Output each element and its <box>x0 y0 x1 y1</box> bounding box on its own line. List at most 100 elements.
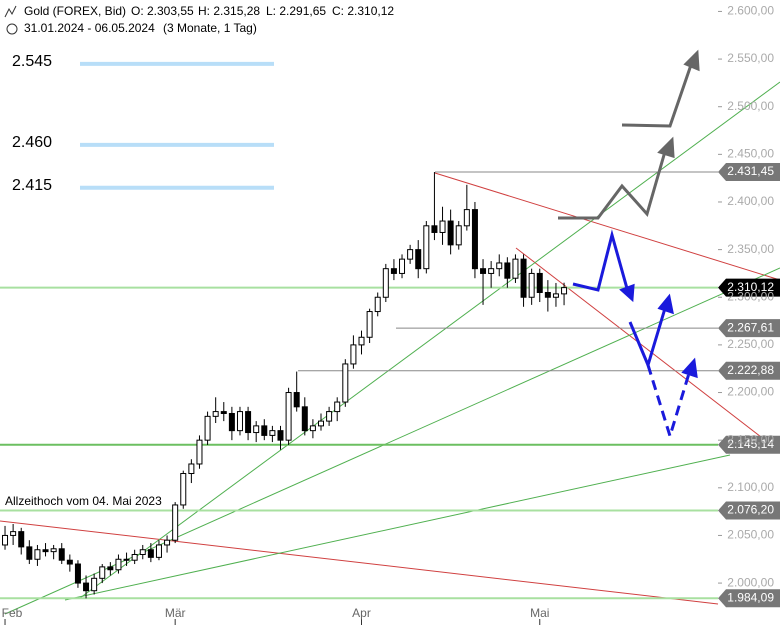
candle-body <box>423 225 430 270</box>
candle-body <box>301 406 308 432</box>
candle-body <box>139 549 146 555</box>
y-tick-label: 2.200,00 <box>727 385 774 399</box>
candle-body <box>18 531 25 548</box>
candle-body <box>390 268 397 274</box>
level-label: 2.267,61 <box>727 320 774 334</box>
candle-body <box>439 220 446 233</box>
candle-body <box>196 439 203 465</box>
x-tick-label: Mär <box>165 606 186 620</box>
level-tag <box>718 278 780 297</box>
level-tag <box>718 361 780 380</box>
candle-body <box>334 401 341 413</box>
y-tick-label: 2.150,00 <box>727 432 774 446</box>
candle-body <box>253 425 260 434</box>
candles <box>2 172 568 599</box>
candle-body <box>504 262 511 279</box>
candle-body <box>293 392 300 408</box>
candle-body <box>50 548 57 553</box>
arrowhead <box>657 136 675 159</box>
y-tick-label: 2.400,00 <box>727 194 774 208</box>
close: C: 2.310,12 <box>332 4 394 18</box>
arrow <box>558 147 668 220</box>
level-label: 1.984,09 <box>727 590 774 604</box>
candle-body <box>26 546 33 560</box>
candle-body <box>415 249 422 270</box>
y-tick-label: 2.550,00 <box>727 51 774 65</box>
y-tick-label: 2.450,00 <box>727 147 774 161</box>
arrowhead <box>683 49 700 72</box>
candle-body <box>107 566 114 571</box>
candle-body <box>74 563 81 584</box>
y-tick-label: 2.250,00 <box>727 337 774 351</box>
candle-body <box>407 249 414 260</box>
candle-body <box>309 425 316 432</box>
y-tick-label: 2.050,00 <box>727 528 774 542</box>
level-label: 2.222,88 <box>727 363 774 377</box>
candle-body <box>155 544 162 558</box>
axis: 2.000,00 2.050,00 2.100,00 2.150,00 2.200,00… <box>2 4 774 625</box>
levels: 2.431,45 2.310,12 2.267,61 2.222,88 2.145,14… <box>0 53 780 608</box>
arrowhead <box>619 283 635 303</box>
candle-body <box>528 272 535 298</box>
candle-body <box>147 549 154 558</box>
candle-body <box>228 412 235 432</box>
trend-line <box>64 454 731 601</box>
candle-body <box>374 296 381 313</box>
annotation: Allzeithoch vom 04. Mai 2023 <box>5 494 162 508</box>
candle-body <box>131 553 138 561</box>
candle-body <box>447 220 454 246</box>
candle-body <box>10 531 17 536</box>
level-tag <box>718 163 780 182</box>
x-tick-label: Mai <box>530 606 549 620</box>
instrument: Gold (FOREX, Bid) <box>24 4 126 18</box>
trend-line <box>434 172 780 281</box>
x-tick-label: Feb <box>2 606 23 620</box>
arrow <box>572 229 630 293</box>
level-tag <box>718 435 780 454</box>
low: L: 2.291,65 <box>266 4 326 18</box>
candle-body <box>431 225 438 233</box>
candle-body <box>172 504 179 541</box>
level-label: 2.145,14 <box>727 437 774 451</box>
candle-body <box>326 411 333 422</box>
candle-body <box>42 549 49 553</box>
period: (3 Monate, 1 Tag) <box>163 21 257 35</box>
candle-body <box>285 392 292 441</box>
scenario-arrows <box>558 49 700 442</box>
candle-body <box>277 430 284 441</box>
candle-body <box>552 293 559 298</box>
candle-body <box>480 268 487 274</box>
target-label: 2.545 <box>12 53 52 70</box>
candle-body <box>2 534 9 546</box>
candle-body <box>180 473 187 506</box>
high: H: 2.315,28 <box>198 4 260 18</box>
candle-body <box>245 411 252 434</box>
level-tag <box>718 501 780 520</box>
y-tick-label: 2.300,00 <box>727 289 774 303</box>
arrowhead <box>657 293 674 315</box>
candle-body <box>212 411 219 417</box>
candle-body <box>318 420 325 427</box>
level-label: 2.431,45 <box>727 164 774 178</box>
candle-body <box>496 262 503 270</box>
candle-body <box>520 258 527 298</box>
candle-body <box>66 559 73 565</box>
chart-icon <box>4 5 17 18</box>
target-label: 2.460 <box>12 134 52 151</box>
candle-body <box>544 291 551 298</box>
candle-body <box>220 411 227 414</box>
candle-body <box>58 548 65 561</box>
candle-body <box>123 558 130 561</box>
level-label: 2.310,12 <box>727 280 774 294</box>
level-label: 2.076,20 <box>727 503 774 517</box>
candle-body <box>350 344 357 365</box>
target-label: 2.415 <box>12 177 52 194</box>
candle-body <box>358 336 365 346</box>
y-tick-label: 2.000,00 <box>727 575 774 589</box>
candle-body <box>188 463 195 475</box>
candle-body <box>455 225 462 246</box>
candle-body <box>463 209 470 227</box>
candle-body <box>83 582 90 592</box>
